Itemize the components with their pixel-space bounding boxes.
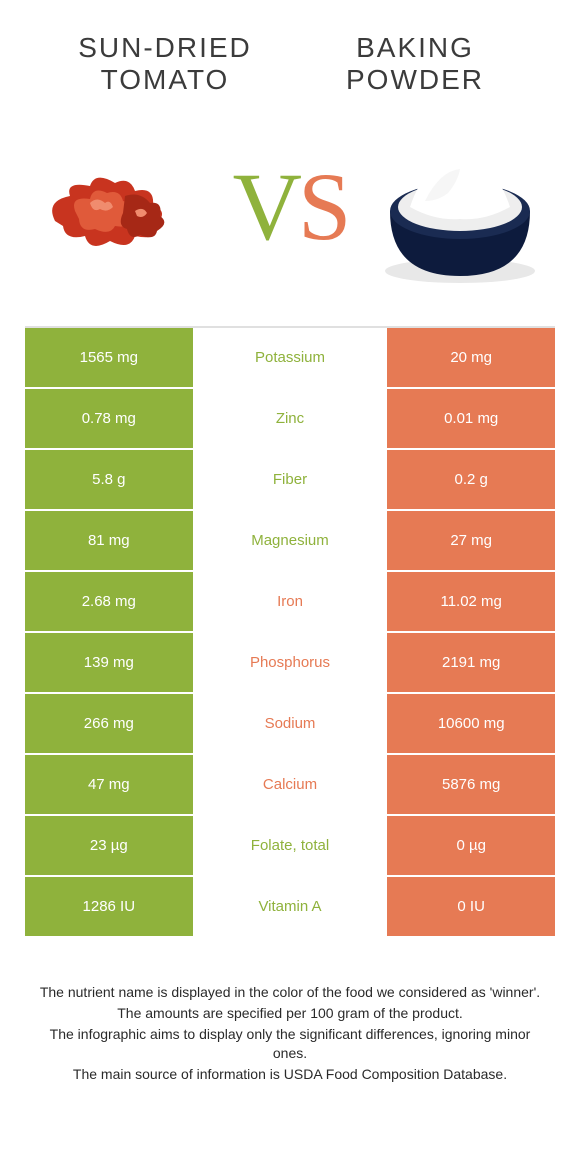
- nutrient-name: Iron: [195, 572, 386, 631]
- table-row: 5.8 gFiber0.2 g: [25, 450, 555, 511]
- left-value: 0.78 mg: [25, 389, 195, 448]
- right-food-image: [365, 121, 555, 291]
- right-value: 20 mg: [385, 328, 555, 387]
- footnote-line: The nutrient name is displayed in the co…: [35, 983, 545, 1002]
- baking-powder-bowl-icon: [370, 121, 550, 291]
- sun-dried-tomato-icon: [35, 141, 205, 271]
- right-value: 11.02 mg: [385, 572, 555, 631]
- footnote-line: The main source of information is USDA F…: [35, 1065, 545, 1084]
- table-row: 139 mgPhosphorus2191 mg: [25, 633, 555, 694]
- left-value: 23 µg: [25, 816, 195, 875]
- title-left: SUN-DRIED TOMATO: [40, 32, 290, 96]
- right-value: 0.2 g: [385, 450, 555, 509]
- table-row: 23 µgFolate, total0 µg: [25, 816, 555, 877]
- table-row: 0.78 mgZinc0.01 mg: [25, 389, 555, 450]
- table-row: 1565 mgPotassium20 mg: [25, 328, 555, 389]
- left-value: 5.8 g: [25, 450, 195, 509]
- nutrient-table: 1565 mgPotassium20 mg0.78 mgZinc0.01 mg5…: [25, 326, 555, 938]
- left-value: 1286 IU: [25, 877, 195, 936]
- footnote-line: The infographic aims to display only the…: [35, 1025, 545, 1063]
- hero-row: VS: [0, 106, 580, 326]
- nutrient-name: Magnesium: [195, 511, 386, 570]
- vs-s: S: [298, 151, 347, 262]
- table-row: 2.68 mgIron11.02 mg: [25, 572, 555, 633]
- title-right-line1: BAKING: [356, 32, 474, 63]
- table-row: 266 mgSodium10600 mg: [25, 694, 555, 755]
- left-value: 139 mg: [25, 633, 195, 692]
- right-value: 10600 mg: [385, 694, 555, 753]
- left-value: 266 mg: [25, 694, 195, 753]
- right-value: 5876 mg: [385, 755, 555, 814]
- left-food-image: [25, 121, 215, 291]
- nutrient-name: Sodium: [195, 694, 386, 753]
- nutrient-name: Potassium: [195, 328, 386, 387]
- right-value: 0 IU: [385, 877, 555, 936]
- vs-v: V: [233, 151, 298, 262]
- table-row: 81 mgMagnesium27 mg: [25, 511, 555, 572]
- left-value: 2.68 mg: [25, 572, 195, 631]
- right-value: 27 mg: [385, 511, 555, 570]
- title-right-line2: POWDER: [346, 64, 484, 95]
- nutrient-name: Folate, total: [195, 816, 386, 875]
- right-value: 0 µg: [385, 816, 555, 875]
- footnote-line: The amounts are specified per 100 gram o…: [35, 1004, 545, 1023]
- table-row: 47 mgCalcium5876 mg: [25, 755, 555, 816]
- right-value: 2191 mg: [385, 633, 555, 692]
- table-row: 1286 IUVitamin A0 IU: [25, 877, 555, 938]
- left-value: 47 mg: [25, 755, 195, 814]
- titles-row: SUN-DRIED TOMATO BAKING POWDER: [0, 0, 580, 106]
- title-right: BAKING POWDER: [290, 32, 540, 96]
- nutrient-name: Zinc: [195, 389, 386, 448]
- vs-label: VS: [233, 151, 348, 262]
- title-left-line2: TOMATO: [101, 64, 230, 95]
- right-value: 0.01 mg: [385, 389, 555, 448]
- nutrient-name: Phosphorus: [195, 633, 386, 692]
- title-left-line1: SUN-DRIED: [78, 32, 252, 63]
- left-value: 81 mg: [25, 511, 195, 570]
- nutrient-name: Fiber: [195, 450, 386, 509]
- left-value: 1565 mg: [25, 328, 195, 387]
- nutrient-name: Vitamin A: [195, 877, 386, 936]
- footnotes: The nutrient name is displayed in the co…: [35, 983, 545, 1083]
- nutrient-name: Calcium: [195, 755, 386, 814]
